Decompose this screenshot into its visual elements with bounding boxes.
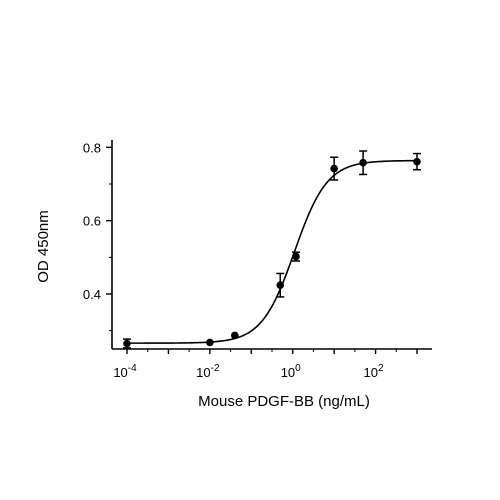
- data-point: [276, 281, 285, 290]
- data-point: [292, 252, 300, 261]
- x-tick-label: 10-2: [196, 363, 220, 380]
- x-tick-label: 10-4: [113, 363, 137, 380]
- x-tick-label: 100: [281, 363, 301, 380]
- x-tick-label: 102: [364, 363, 384, 380]
- x-axis-label: Mouse PDGF-BB (ng/mL): [198, 393, 370, 410]
- data-point: [413, 157, 421, 166]
- data-point: [206, 338, 214, 347]
- y-axis-label: OD 450nm: [35, 210, 52, 283]
- fit-curve-layer: [127, 159, 418, 344]
- y-tick-label: 0.8: [83, 140, 101, 155]
- data-points-layer: [123, 150, 421, 349]
- data-point: [330, 164, 338, 173]
- data-point: [123, 339, 131, 348]
- axes: 10-4 10-2 100 102 0.4 0.6 0.8: [83, 140, 432, 380]
- y-tick-label: 0.6: [83, 214, 101, 229]
- data-point: [359, 158, 367, 167]
- data-point: [230, 331, 239, 340]
- y-tick-label: 0.4: [83, 287, 101, 302]
- fit-curve: [127, 159, 418, 344]
